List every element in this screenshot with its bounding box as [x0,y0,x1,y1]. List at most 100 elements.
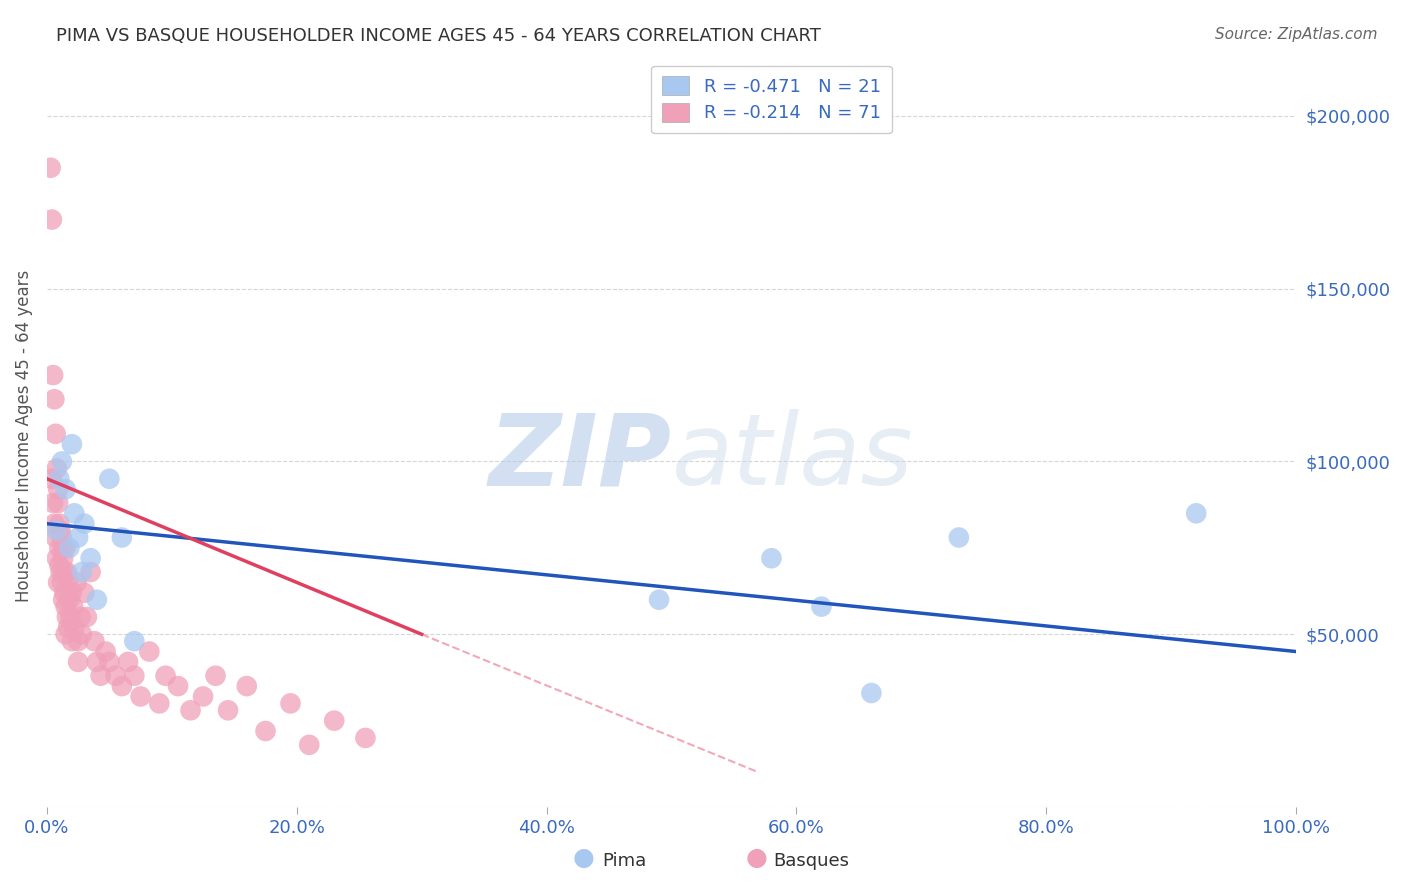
Point [761,551,783,566]
Point [129,690,152,704]
Point [45,426,67,441]
Point [124,669,146,683]
Point [204,669,226,683]
Point [111,531,134,545]
Point [180,703,202,717]
Text: Basques: Basques [773,852,849,870]
Point [48,472,70,486]
Point [73,586,96,600]
Point [62,599,84,614]
Point [117,655,139,669]
Point [49,565,72,579]
Point [948,531,970,545]
Point [60,586,83,600]
Point [45,531,67,545]
Point [236,679,259,693]
Point [53,565,76,579]
Point [354,731,377,745]
Text: Source: ZipAtlas.com: Source: ZipAtlas.com [1215,27,1378,42]
Point [98,655,121,669]
Point [55,599,77,614]
Text: PIMA VS BASQUE HOUSEHOLDER INCOME AGES 45 - 64 YEARS CORRELATION CHART: PIMA VS BASQUE HOUSEHOLDER INCOME AGES 4… [56,27,821,45]
Point [44,392,66,407]
Point [155,669,177,683]
Point [41,472,63,486]
Text: ●: ● [745,846,768,870]
Point [138,644,160,658]
Point [45,524,67,538]
Legend: R = -0.471   N = 21, R = -0.214   N = 71: R = -0.471 N = 21, R = -0.214 N = 71 [651,66,891,133]
Point [49,524,72,538]
Point [59,610,82,624]
Point [56,565,79,579]
Point [67,634,90,648]
Point [217,703,239,717]
Point [53,586,76,600]
Point [48,541,70,555]
Point [67,655,90,669]
Point [124,634,146,648]
Point [98,472,121,486]
Y-axis label: Householder Income Ages 45 - 64 years: Householder Income Ages 45 - 64 years [15,269,32,602]
Point [46,575,69,590]
Point [48,516,70,531]
Point [63,506,86,520]
Point [79,565,101,579]
Point [52,541,75,555]
Point [191,690,214,704]
Point [56,575,79,590]
Point [45,551,67,566]
Point [67,531,90,545]
Point [52,592,75,607]
Point [60,634,83,648]
Point [55,482,77,496]
Point [104,669,127,683]
Point [90,669,112,683]
Point [44,516,66,531]
Point [83,634,105,648]
Point [51,575,73,590]
Point [60,437,83,451]
Point [298,738,321,752]
Point [46,496,69,510]
Point [86,655,108,669]
Point [810,599,832,614]
Point [48,558,70,573]
Point [254,724,277,739]
Text: ZIP: ZIP [488,409,672,507]
Point [280,697,302,711]
Point [73,516,96,531]
Point [66,575,89,590]
Point [42,496,65,510]
Point [52,551,75,566]
Point [63,620,86,634]
Text: ●: ● [572,846,595,870]
Point [860,686,883,700]
Point [55,627,77,641]
Text: atlas: atlas [672,409,912,507]
Point [39,161,62,175]
Point [51,454,73,468]
Point [69,610,91,624]
Point [41,212,63,227]
Point [58,541,80,555]
Point [167,679,190,693]
Point [70,627,93,641]
Point [1185,506,1208,520]
Point [648,592,671,607]
Point [42,368,65,382]
Point [46,482,69,496]
Text: Pima: Pima [602,852,645,870]
Point [58,592,80,607]
Point [86,592,108,607]
Point [111,679,134,693]
Point [56,620,79,634]
Point [94,644,117,658]
Point [51,531,73,545]
Point [70,565,93,579]
Point [148,697,170,711]
Point [79,551,101,566]
Point [76,610,98,624]
Point [45,461,67,475]
Point [323,714,346,728]
